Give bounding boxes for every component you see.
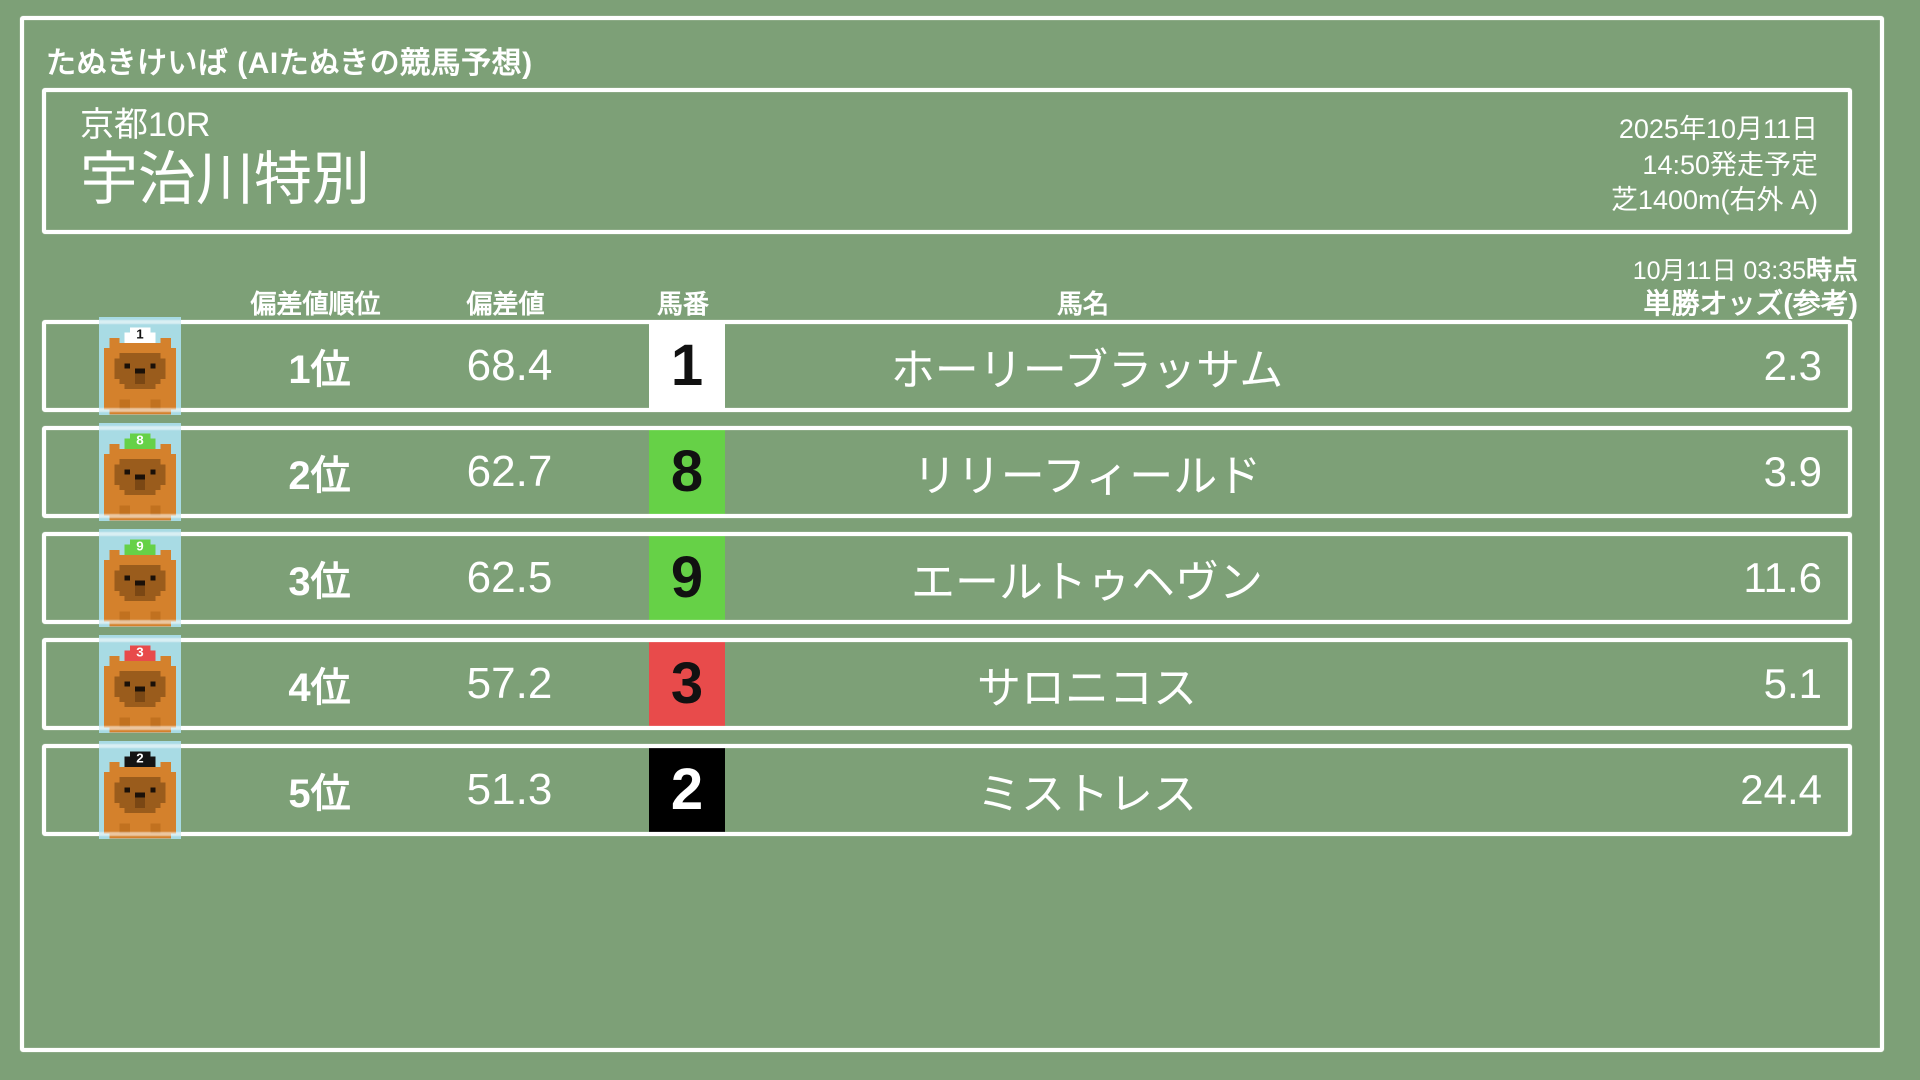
race-identity: 京都10R 宇治川特別 (80, 106, 370, 214)
header-odds: 10月11日 03:35時点 単勝オッズ(参考) (1403, 255, 1894, 320)
horse-number-cell: 2 (607, 748, 767, 832)
horse-number-badge: 1 (649, 324, 725, 408)
horse-name: エールトゥヘヴン (911, 558, 1263, 607)
svg-text:9: 9 (136, 539, 143, 554)
deviation-value: 51.3 (466, 765, 553, 814)
tanuki-avatar-3: 3 (98, 635, 181, 733)
tanuki-avatar-2: 2 (98, 741, 181, 839)
odds-value: 5.1 (1763, 660, 1822, 707)
table-body: 1 1位 68.4 1 ホーリーブラッサム 2.3 8 2位 62.7 8 リリ… (42, 317, 1852, 839)
deviation-value: 62.7 (466, 447, 553, 496)
header-odds-label: 単勝オッズ(参考) (1643, 287, 1858, 319)
svg-text:1: 1 (136, 327, 144, 342)
race-meta: 2025年10月11日 14:50発走予定 芝1400m(右外 A) (1611, 112, 1818, 219)
tanuki-avatar-9: 9 (98, 529, 181, 627)
table-row[interactable]: 3 4位 57.2 3 サロニコス 5.1 (42, 635, 1852, 733)
horse-number-badge: 2 (649, 748, 725, 832)
svg-text:3: 3 (136, 645, 143, 660)
race-header-card: 京都10R 宇治川特別 2025年10月11日 14:50発走予定 芝1400m… (42, 88, 1852, 234)
horse-name: リリーフィールド (912, 452, 1262, 501)
table-row[interactable]: 1 1位 68.4 1 ホーリーブラッサム 2.3 (42, 317, 1852, 415)
odds-value: 24.4 (1740, 766, 1822, 813)
ranking-table: 偏差値順位 偏差値 馬番 馬名 10月11日 03:35時点 単勝オッズ(参考)… (42, 248, 1858, 850)
avatar-cell: 1 (52, 317, 227, 415)
horse-number-badge: 3 (649, 642, 725, 726)
table-row[interactable]: 8 2位 62.7 8 リリーフィールド 3.9 (42, 423, 1852, 521)
rank-value: 2位 (288, 454, 351, 498)
header-rank: 偏差値順位 (250, 289, 381, 320)
horse-number-cell: 9 (607, 536, 767, 620)
horse-name: ホーリーブラッサム (890, 346, 1284, 395)
avatar-cell: 2 (52, 741, 227, 839)
avatar-cell: 3 (52, 635, 227, 733)
deviation-value: 57.2 (466, 659, 553, 708)
horse-number-badge: 9 (649, 536, 725, 620)
race-date: 2025年10月11日 (1618, 114, 1818, 144)
rank-value: 1位 (288, 348, 351, 392)
avatar-cell: 9 (52, 529, 227, 627)
race-name: 宇治川特別 (80, 147, 371, 213)
table-header-row: 偏差値順位 偏差値 馬番 馬名 10月11日 03:35時点 単勝オッズ(参考) (42, 248, 1858, 320)
odds-value: 3.9 (1763, 448, 1822, 495)
horse-number-cell: 1 (607, 324, 767, 408)
svg-text:2: 2 (136, 751, 143, 766)
horse-number-cell: 3 (607, 642, 767, 726)
avatar-cell: 8 (52, 423, 227, 521)
rank-value: 3位 (288, 560, 351, 604)
table-row[interactable]: 9 3位 62.5 9 エールトゥヘヴン 11.6 (42, 529, 1852, 627)
odds-value: 11.6 (1743, 554, 1822, 601)
horse-name: ミストレス (977, 770, 1197, 819)
horse-number-cell: 8 (607, 430, 767, 514)
odds-value: 2.3 (1763, 342, 1822, 389)
deviation-value: 62.5 (466, 553, 553, 602)
svg-text:8: 8 (136, 433, 143, 448)
rank-value: 5位 (288, 772, 351, 816)
race-post-time: 14:50発走予定 (1642, 149, 1818, 180)
page-title: たぬきけいば (AIたぬきの競馬予想) (46, 47, 533, 80)
race-course-round: 京都10R (80, 106, 211, 144)
race-course-detail: 芝1400m(右外 A) (1610, 185, 1818, 216)
header-odds-timestamp: 10月11日 03:35 (1632, 257, 1806, 286)
header-horse-number: 馬番 (656, 289, 709, 320)
header-odds-at: 時点 (1805, 255, 1858, 286)
header-deviation: 偏差値 (466, 289, 545, 320)
table-row[interactable]: 2 5位 51.3 2 ミストレス 24.4 (42, 741, 1852, 839)
deviation-value: 68.4 (466, 341, 553, 390)
header-horse-name: 馬名 (1056, 289, 1109, 320)
horse-number-badge: 8 (649, 430, 725, 514)
tanuki-avatar-8: 8 (98, 423, 181, 521)
horse-name: サロニコス (977, 664, 1197, 713)
app-frame: たぬきけいば (AIたぬきの競馬予想) 京都10R 宇治川特別 2025年10月… (20, 16, 1884, 1052)
rank-value: 4位 (288, 666, 351, 710)
tanuki-avatar-1: 1 (98, 317, 181, 415)
